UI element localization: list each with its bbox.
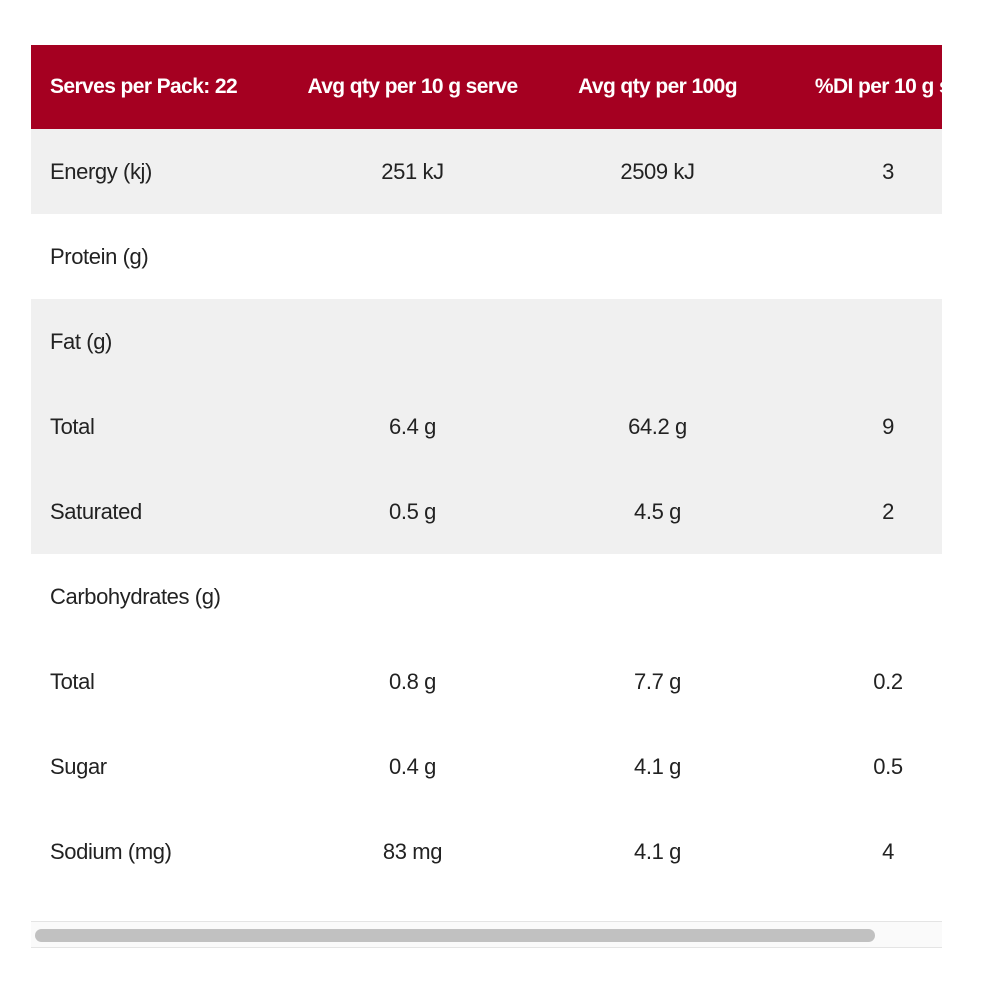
cell: 0.8 g bbox=[389, 668, 436, 694]
header-cell: %DI per 10 g se bbox=[785, 45, 942, 129]
empty-cell bbox=[785, 554, 942, 639]
cell: 0.4 g bbox=[389, 753, 436, 779]
table-row: Carbohydrates (g) bbox=[31, 554, 942, 639]
empty-cell bbox=[295, 214, 530, 299]
cell: 4.5 g bbox=[530, 469, 785, 554]
cell: 0.2 bbox=[873, 668, 903, 694]
row-label: Saturated bbox=[31, 469, 295, 554]
row-label: Fat (g) bbox=[31, 299, 295, 384]
empty-cell bbox=[785, 214, 942, 299]
row-label: Carbohydrates (g) bbox=[50, 583, 221, 609]
cell: 251 kJ bbox=[295, 129, 530, 214]
cell: 83 mg bbox=[382, 838, 443, 864]
table-container: Serves per Pack: 22 Avg qty per 10 g serv… bbox=[31, 45, 942, 949]
cell: 2 bbox=[785, 469, 942, 554]
cell: 0.5 bbox=[873, 753, 903, 779]
cell: 4.1 g bbox=[634, 753, 681, 779]
scrollbar-thumb[interactable] bbox=[35, 929, 875, 942]
table-row: Fat (g) bbox=[31, 299, 942, 384]
header-cell: Avg qty per 100g bbox=[530, 45, 785, 129]
cell: 4 bbox=[882, 838, 894, 864]
cell: 2509 kJ bbox=[530, 129, 785, 214]
empty-cell bbox=[530, 554, 785, 639]
cell: 4.1 g bbox=[634, 838, 681, 864]
header-row: Serves per Pack: 22 Avg qty per 10 g serv… bbox=[31, 45, 942, 129]
empty-cell bbox=[295, 554, 530, 639]
empty-cell bbox=[295, 299, 530, 384]
table-row: Protein (g) bbox=[31, 214, 942, 299]
cell: 7.7 g bbox=[634, 668, 681, 694]
row-label: Sugar bbox=[50, 753, 107, 779]
cell: 3 bbox=[785, 129, 942, 214]
header-cell: Serves per Pack: 22 bbox=[31, 45, 295, 129]
table-row: Sodium (mg) 83 mg 4.1 g 4 bbox=[31, 809, 942, 894]
scrollbar[interactable] bbox=[31, 921, 942, 948]
table-row: Total 0.8 g 7.7 g 0.2 bbox=[31, 639, 942, 724]
table-row: Sugar 0.4 g 4.1 g 0.5 bbox=[31, 724, 942, 809]
row-label: Sodium (mg) bbox=[50, 838, 172, 864]
row-label: Protein (g) bbox=[50, 243, 149, 269]
empty-cell bbox=[530, 214, 785, 299]
cell: 9 bbox=[785, 384, 942, 469]
cell: 64.2 g bbox=[530, 384, 785, 469]
empty-cell bbox=[785, 299, 942, 384]
row-label: Total bbox=[50, 668, 95, 694]
nutrition-table: Serves per Pack: 22 Avg qty per 10 g serv… bbox=[31, 45, 942, 894]
cell: 0.5 g bbox=[295, 469, 530, 554]
header-cell: Avg qty per 10 g serve bbox=[295, 45, 530, 129]
table-row: Energy (kj) 251 kJ 2509 kJ 3 bbox=[31, 129, 942, 214]
empty-cell bbox=[530, 299, 785, 384]
cell: 6.4 g bbox=[295, 384, 530, 469]
row-label: Energy (kj) bbox=[31, 129, 295, 214]
row-label: Total bbox=[31, 384, 295, 469]
